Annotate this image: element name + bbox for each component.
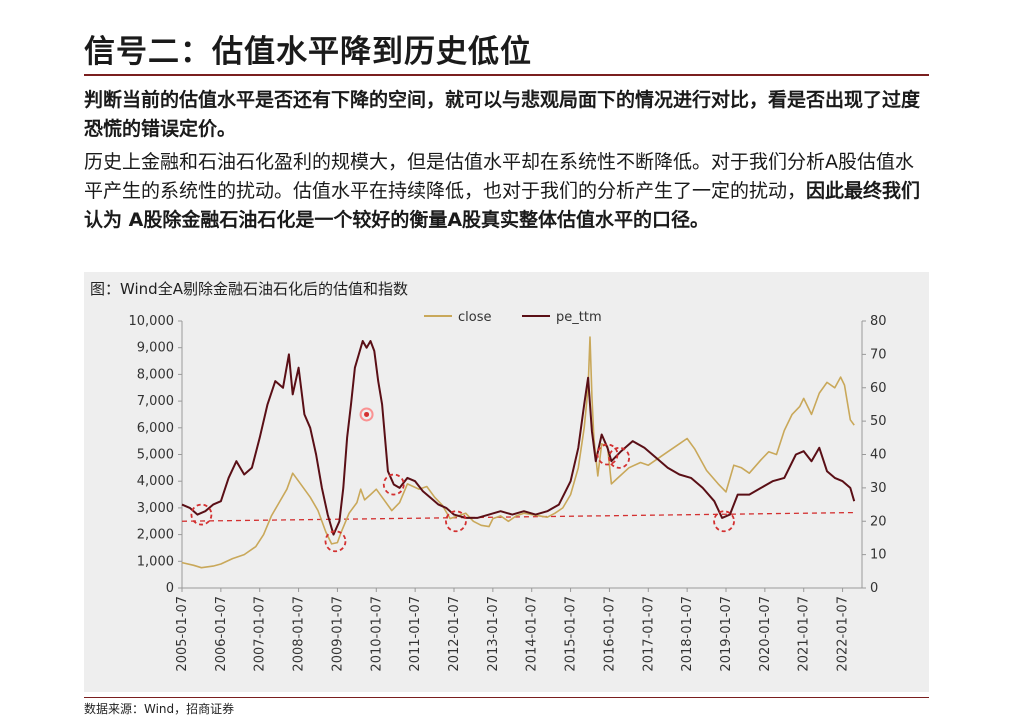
y-right-tick-label: 50 <box>870 414 887 429</box>
body-conclusion-text: 因此最终我们认为 A股除金融石油石化是一个较好的衡量A股真实整体估值水平的口径。 <box>84 180 921 231</box>
x-tick-label: 2022-01-07 <box>836 596 851 672</box>
title-rule <box>84 74 929 76</box>
valuation-chart: 0 1,000 2,000 3,000 4,000 5,000 6,000 7,000 8,00… <box>129 310 887 672</box>
highlight-circle <box>596 443 619 466</box>
x-tick-label: 2018-01-07 <box>680 596 695 672</box>
y-right-tick-label: 20 <box>870 514 887 529</box>
x-tick-label: 2016-01-07 <box>602 596 617 672</box>
highlight-circle <box>324 530 347 553</box>
highlight-circle <box>713 510 735 533</box>
data-source: 数据来源：Wind，招商证券 <box>84 697 929 717</box>
y-right-tick-label: 40 <box>870 448 887 463</box>
x-tick-label: 2006-01-07 <box>214 596 229 672</box>
highlight-circle <box>190 503 213 526</box>
highlight-circle <box>608 446 631 469</box>
x-tick-label: 2013-01-07 <box>486 596 501 672</box>
legend-label-close: close <box>458 310 491 325</box>
y-right-tick-label: 0 <box>870 581 878 596</box>
x-tick-label: 2010-01-07 <box>369 596 384 672</box>
y-left-tick-label: 1,000 <box>137 554 174 569</box>
y-left-tick-label: 5,000 <box>137 448 174 463</box>
x-tick-label: 2005-01-07 <box>175 596 190 672</box>
y-left-tick-label: 2,000 <box>137 528 174 543</box>
x-tick-label: 2015-01-07 <box>564 596 579 672</box>
y-right-tick-label: 80 <box>870 314 887 329</box>
x-tick-label: 2009-01-07 <box>330 596 345 672</box>
highlight-circle <box>382 473 405 496</box>
y-right-tick-label: 30 <box>870 481 887 496</box>
y-right-tick-label: 70 <box>870 347 887 362</box>
y-left-tick-label: 4,000 <box>137 474 174 489</box>
x-tick-label: 2014-01-07 <box>525 596 540 672</box>
legend-label-pe: pe_ttm <box>556 310 602 325</box>
y-left-tick-label: 10,000 <box>129 314 175 329</box>
trend-line <box>181 511 855 522</box>
x-tick-label: 2017-01-07 <box>641 596 656 672</box>
annotation-dot-ring <box>359 407 374 422</box>
body-plain-text: 历史上金融和石油石化盈利的规模大，但是估值水平却在系统性不断降低。对于我们分析A… <box>84 151 915 202</box>
y-left-tick-label: 3,000 <box>137 501 174 516</box>
y-left-tick-label: 0 <box>166 581 174 596</box>
highlight-circle <box>445 510 467 533</box>
series-line-close <box>181 336 855 569</box>
x-tick-label: 2020-01-07 <box>758 596 773 672</box>
page-title: 信号二：估值水平降到历史低位 <box>84 34 532 70</box>
y-left-tick-label: 7,000 <box>137 394 174 409</box>
series-line-pe_ttm <box>181 340 856 536</box>
y-right-tick-label: 10 <box>870 548 887 563</box>
chart-panel <box>84 272 929 692</box>
x-tick-label: 2011-01-07 <box>408 596 423 672</box>
x-tick-label: 2019-01-07 <box>719 596 734 672</box>
x-tick-label: 2007-01-07 <box>253 596 268 672</box>
x-tick-label: 2012-01-07 <box>447 596 462 672</box>
annotation-dot <box>364 411 370 417</box>
x-tick-label: 2021-01-07 <box>797 596 812 672</box>
chart-caption: 图：Wind全A剔除金融石油石化后的估值和指数 <box>90 280 408 298</box>
y-left-tick-label: 8,000 <box>137 367 174 382</box>
x-tick-label: 2008-01-07 <box>292 596 307 672</box>
lead-paragraph: 判断当前的估值水平是否还有下降的空间，就可以与悲观局面下的情况进行对比，看是否出… <box>84 89 921 140</box>
y-left-tick-label: 6,000 <box>137 421 174 436</box>
body-paragraph: 历史上金融和石油石化盈利的规模大，但是估值水平却在系统性不断降低。对于我们分析A… <box>84 148 929 235</box>
y-right-tick-label: 60 <box>870 381 887 396</box>
y-left-tick-label: 9,000 <box>137 341 174 356</box>
